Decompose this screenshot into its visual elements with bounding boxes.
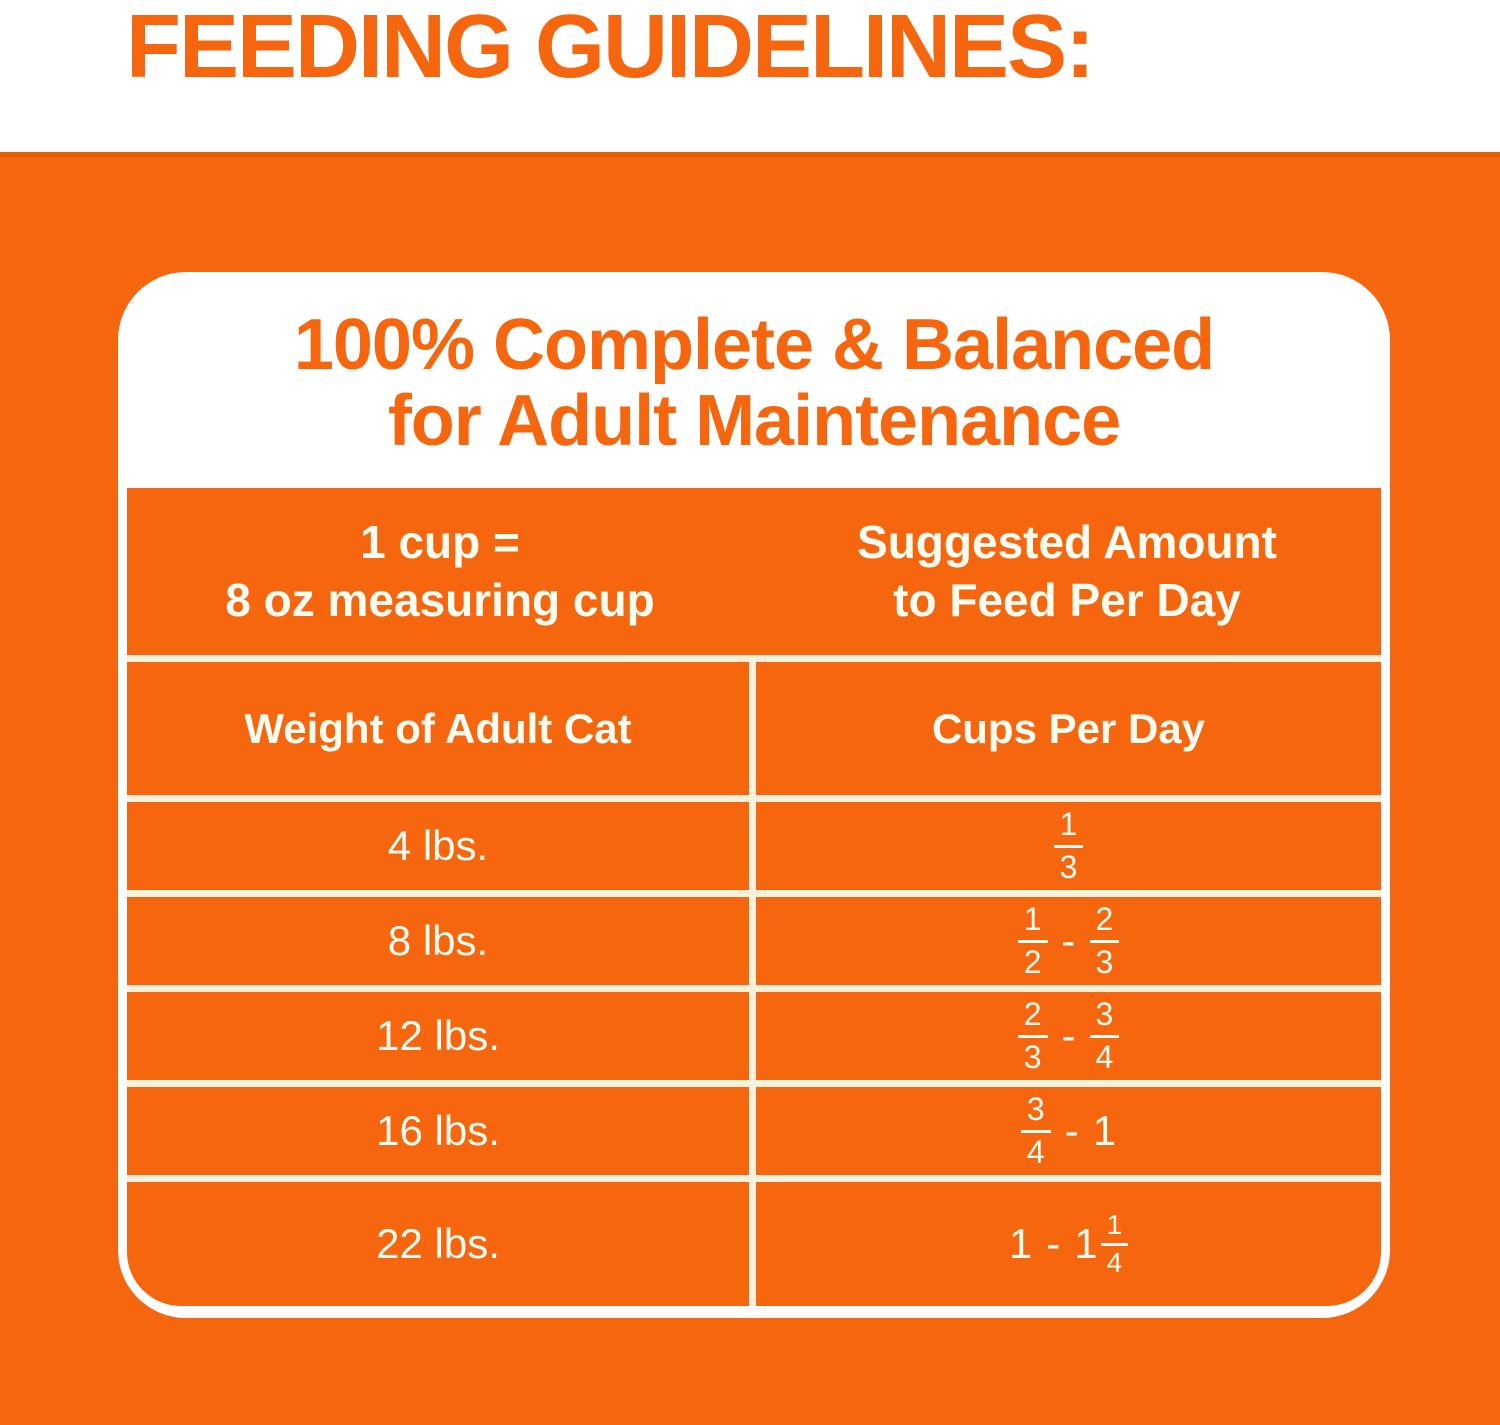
column-header-cups: Cups Per Day [756, 662, 1381, 795]
weight-cell: 16 lbs. [127, 1087, 749, 1175]
table-row: 16 lbs. 3 4-1 [127, 1087, 1381, 1175]
fraction-numerator: 1 [1100, 1209, 1129, 1246]
weight-cell: 22 lbs. [127, 1182, 749, 1306]
fraction-numerator: 1 [1053, 807, 1084, 848]
card-title: 100% Complete & Balanced for Adult Maint… [118, 272, 1390, 459]
table-row: 22 lbs. 1-1 1 4 [127, 1182, 1381, 1306]
table-row: 8 lbs. 1 2-2 3 [127, 897, 1381, 985]
fraction-numerator: 3 [1089, 997, 1120, 1038]
header-cup-definition: 1 cup = 8 oz measuring cup [127, 514, 753, 628]
orange-background: 100% Complete & Balanced for Adult Maint… [0, 152, 1500, 1425]
fraction-numerator: 2 [1089, 902, 1120, 943]
fraction-denominator: 2 [1023, 944, 1042, 980]
header-suggested-line2: to Feed Per Day [893, 573, 1241, 626]
cups-value: 1 [1008, 1220, 1033, 1267]
table-subheader-row: Weight of Adult Cat Cups Per Day [127, 662, 1381, 795]
header-suggested-amount: Suggested Amount to Feed Per Day [753, 514, 1381, 628]
cups-value: 1 [1092, 1107, 1117, 1154]
fraction-numerator: 1 [1017, 902, 1048, 943]
fraction-denominator: 4 [1095, 1039, 1114, 1075]
fraction-numerator: 3 [1020, 1092, 1051, 1133]
weight-cell: 12 lbs. [127, 992, 749, 1080]
weight-cell: 4 lbs. [127, 802, 749, 890]
header-suggested-line1: Suggested Amount [857, 516, 1277, 569]
range-dash: - [1064, 1107, 1079, 1154]
table-header: 1 cup = 8 oz measuring cup Suggested Amo… [127, 488, 1381, 655]
fraction-denominator: 4 [1106, 1247, 1123, 1278]
fraction-denominator: 3 [1059, 849, 1078, 885]
fraction-denominator: 3 [1023, 1039, 1042, 1075]
feeding-table: 1 cup = 8 oz measuring cup Suggested Amo… [127, 488, 1381, 1306]
header-cup-line2: 8 oz measuring cup [225, 573, 655, 626]
fraction-denominator: 3 [1095, 944, 1114, 980]
fraction-denominator: 4 [1026, 1134, 1045, 1170]
fraction-numerator: 2 [1017, 997, 1048, 1038]
weight-cell: 8 lbs. [127, 897, 749, 985]
page-title: FEEDING GUIDELINES: [126, 0, 1095, 97]
guidelines-card: 100% Complete & Balanced for Adult Maint… [118, 272, 1390, 1318]
card-title-line2: for Adult Maintenance [387, 380, 1121, 461]
top-strip: FEEDING GUIDELINES: [0, 0, 1500, 152]
mixed-whole: 1 [1074, 1220, 1098, 1267]
range-dash: - [1061, 917, 1076, 964]
table-row: 12 lbs. 2 3-3 4 [127, 992, 1381, 1080]
range-dash: - [1061, 1012, 1076, 1059]
column-header-weight: Weight of Adult Cat [127, 662, 749, 795]
header-cup-line1: 1 cup = [360, 516, 520, 569]
table-row: 4 lbs. 1 3 [127, 802, 1381, 890]
range-dash: - [1046, 1220, 1061, 1267]
card-title-line1: 100% Complete & Balanced [293, 305, 1215, 385]
